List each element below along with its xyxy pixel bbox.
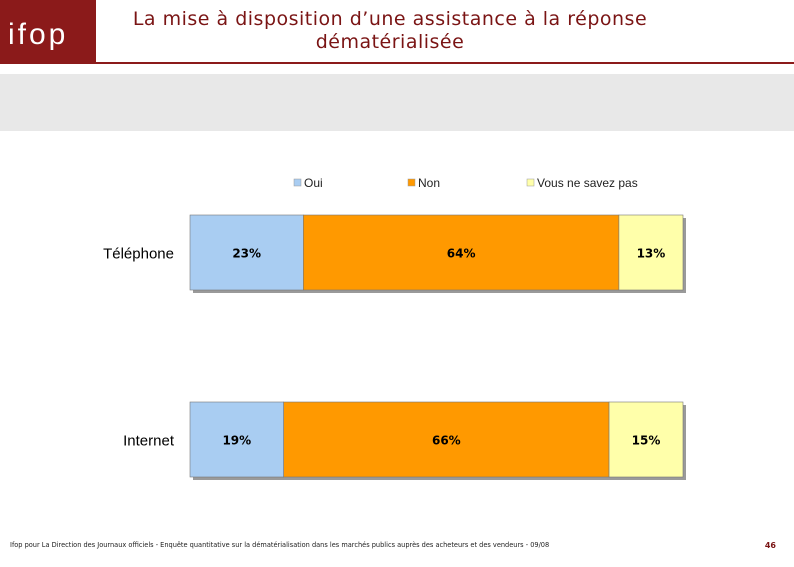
legend-label-non: Non [418,176,440,190]
bar-segment-telephone-non [303,214,620,291]
data-label-telephone-oui: 23% [232,247,261,261]
bar-row-internet: Internet 19% 66% 15% [123,401,686,480]
legend-item-vous-ne-savez-pas: Vous ne savez pas [526,176,638,190]
data-label-telephone-vous-ne-savez-pas: 13% [637,247,666,261]
page-number: 46 [764,541,776,550]
chart-legend: Oui Non Vous ne savez pas [293,176,638,190]
page-title: La mise à disposition d’une assistance à… [100,8,680,54]
bar-segment-telephone-vous-ne-savez-pas [618,214,684,291]
data-label-internet-oui: 19% [222,434,251,448]
legend-swatch-oui [293,178,302,187]
bar-segment-internet-oui [189,401,284,478]
page-title-line-2: dématérialisée [315,31,465,53]
legend-label-oui: Oui [304,176,323,190]
chart-bars: Téléphone 23% 64% 13% Internet 19% 66% 15% [103,214,686,480]
ifop-logo: ifop [0,0,96,64]
category-label-telephone: Téléphone [103,246,174,263]
bar-row-telephone: Téléphone 23% 64% 13% [103,214,686,293]
logo-text: ifop [8,18,68,51]
legend-swatch-vous-ne-savez-pas [526,178,535,187]
legend-item-non: Non [407,176,440,190]
bar-segment-internet-non [283,401,610,478]
category-label-internet: Internet [123,433,175,450]
data-label-internet-non: 66% [432,434,461,448]
subtitle-band [0,74,794,131]
bar-segment-telephone-oui [189,214,304,291]
data-label-telephone-non: 64% [447,247,476,261]
data-label-internet-vous-ne-savez-pas: 15% [632,434,661,448]
legend-item-oui: Oui [293,176,323,190]
page-title-line-1: La mise à disposition d’une assistance à… [132,8,648,30]
title-divider [96,62,794,64]
legend-label-vous-ne-savez-pas: Vous ne savez pas [537,176,638,190]
bar-segment-internet-vous-ne-savez-pas [608,401,684,478]
footer-source: Ifop pour La Direction des Journaux offi… [10,541,550,549]
legend-swatch-non [407,178,416,187]
